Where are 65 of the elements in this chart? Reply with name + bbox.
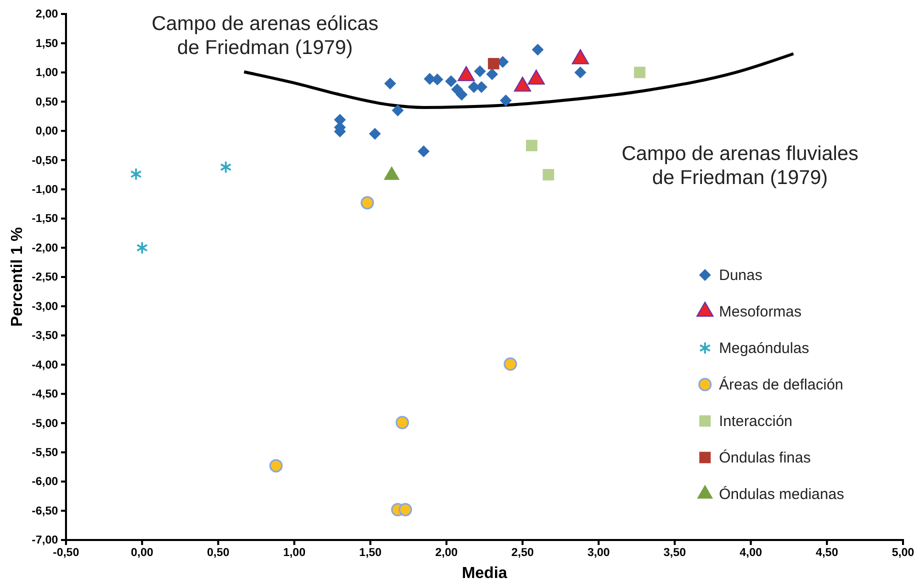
point: [269, 459, 283, 472]
point: [532, 44, 544, 56]
annotation: Campo de arenas eólicas de Friedman (1979): [152, 13, 378, 59]
legend-label: Óndulas medianas: [719, 485, 844, 503]
point: [398, 502, 412, 516]
y-tick-label: -6,00: [32, 476, 58, 488]
y-tick-label: -2,50: [32, 272, 58, 284]
point: [634, 66, 646, 78]
point: [418, 145, 430, 158]
legend-label: Megaóndulas: [719, 340, 810, 357]
y-tick-label: 1,00: [36, 67, 58, 80]
y-tick-label: -2,00: [32, 242, 58, 254]
y-axis-title: Percentil 1 %: [9, 227, 26, 327]
y-tick-label: -4,00: [32, 359, 58, 372]
y-tick-label: -3,50: [32, 330, 58, 342]
point: [384, 78, 396, 90]
annotation: Campo de arenas fluviales de Friedman (1979): [622, 143, 858, 189]
point: [526, 140, 538, 152]
y-tick-label: 2,00: [36, 8, 58, 21]
point: [500, 94, 512, 106]
y-tick-label: -1,00: [32, 184, 58, 196]
legend-label: Áreas de deflación: [719, 376, 844, 394]
x-tick-label: -0,50: [52, 547, 80, 560]
point: [474, 65, 486, 78]
legend-label: Interacción: [719, 413, 792, 430]
legend-label: Mesoformas: [719, 304, 802, 320]
x-tick-label: 2,00: [435, 547, 458, 560]
legend-label: Dunas: [719, 267, 762, 284]
point: [456, 88, 468, 101]
x-tick-label: 0,00: [130, 547, 154, 560]
y-tick-label: -0,50: [32, 154, 58, 167]
y-tick-label: -7,00: [32, 534, 58, 547]
y-tick-label: -5,00: [32, 418, 58, 430]
x-tick-label: 1,00: [283, 547, 306, 560]
point: [392, 104, 404, 116]
x-tick-label: 0,50: [206, 547, 230, 560]
x-axis-title: Media: [462, 565, 508, 582]
legend-label: Óndulas finas: [719, 448, 811, 466]
point: [486, 68, 498, 80]
point: [396, 416, 409, 430]
y-tick-label: -6,50: [32, 505, 58, 518]
y-tick-label: 0,50: [36, 96, 58, 108]
y-tick-label: -5,50: [32, 447, 58, 460]
y-tick-label: -3,00: [32, 300, 58, 313]
point: [542, 169, 554, 180]
point: [574, 66, 586, 78]
y-tick-label: -4,50: [32, 388, 58, 401]
x-tick-label: 2,50: [511, 547, 534, 560]
y-tick-label: 0,00: [36, 126, 58, 138]
x-tick-label: 1,50: [359, 547, 382, 560]
point: [130, 168, 142, 181]
point: [368, 128, 381, 140]
x-tick-label: 4,50: [816, 547, 838, 560]
x-tick-label: 3,50: [664, 547, 686, 560]
point: [220, 160, 232, 174]
point: [445, 75, 457, 88]
point: [360, 196, 374, 210]
y-tick-label: 1,50: [36, 38, 58, 50]
point: [136, 241, 148, 254]
x-tick-label: 3,00: [587, 547, 610, 560]
x-tick-label: 5,00: [892, 547, 914, 560]
x-tick-label: 4,00: [740, 547, 762, 560]
y-tick-label: -1,50: [32, 213, 58, 226]
point: [504, 357, 518, 371]
point: [488, 58, 500, 70]
